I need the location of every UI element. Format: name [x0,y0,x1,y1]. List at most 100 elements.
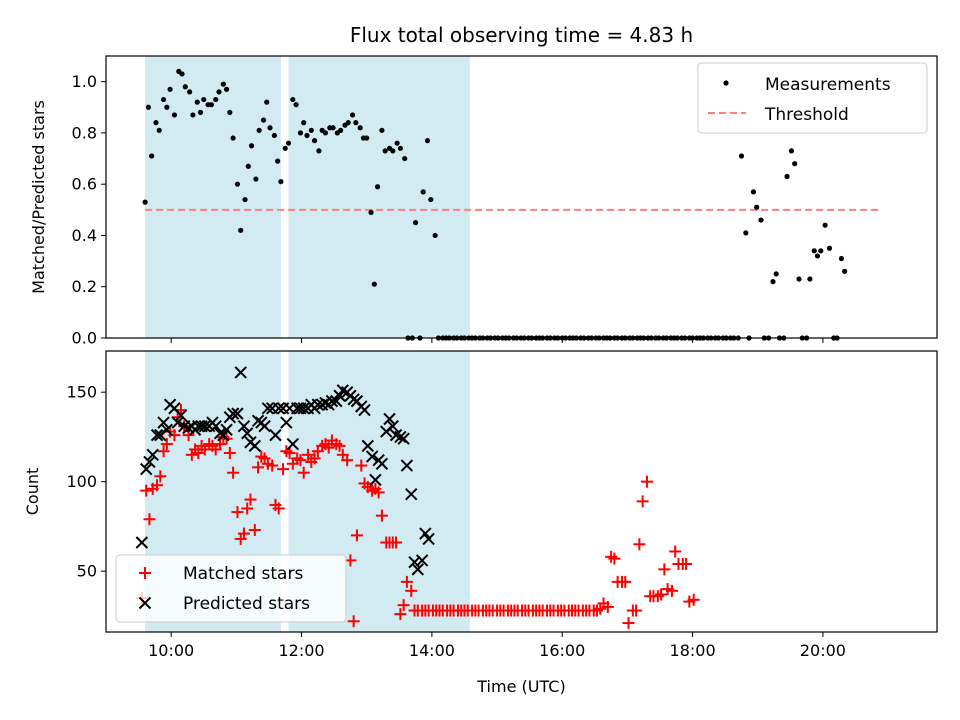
measurement-point [364,135,370,141]
marker-stroke [422,532,435,546]
measurement-point [223,86,230,92]
measurement-point [227,109,233,115]
predicted-point [272,402,285,415]
x-tick-label: 10:00 [148,641,194,660]
y-axis-label-count: Count [23,468,42,516]
legend-label-threshold: Threshold [764,105,849,125]
legend-marker-measurements [723,80,729,86]
predicted-point [397,432,410,445]
marker-stroke [358,403,371,417]
measurement-point [412,220,419,226]
matched-point [390,536,403,549]
measurement-point [304,132,310,139]
marker-stroke [150,428,164,442]
matched-point [231,506,244,519]
measurement-point [153,120,159,126]
measurement-point [201,96,207,103]
predicted-point [365,450,379,463]
measurement-point [278,179,284,185]
x-tick-label: 12:00 [278,641,324,660]
measurement-point [234,181,241,187]
marker-stroke [234,366,247,379]
measurement-point [156,127,162,133]
measurement-point [285,140,292,146]
measurement-point [220,81,226,87]
matched-point [347,615,360,628]
measurement-point [770,279,776,285]
matched-point [154,470,167,483]
matched-point [619,575,632,588]
observing-window [288,56,470,338]
marker-stroke [386,419,399,433]
legend-label-matched: Matched stars [183,564,303,584]
measurement-point [420,189,426,195]
marker-stroke [213,427,227,440]
predicted-point [258,419,271,433]
predicted-point [213,427,227,440]
matched-point [333,439,346,452]
measurement-point [784,173,790,180]
measurement-point [814,253,821,259]
measurement-point [213,96,219,103]
matched-point [294,454,307,467]
measurement-point [382,148,388,154]
measurement-point [750,189,757,195]
predicted-point [157,416,170,429]
matched-point [350,529,363,542]
measurement-point [811,248,817,254]
marker-stroke [171,416,184,429]
predicted-point [150,428,164,442]
legend-label-predicted: Predicted stars [183,594,310,614]
matched-point [633,538,646,551]
marker-stroke [261,402,275,415]
measurement-point [256,127,262,133]
x-tick-label: 16:00 [539,641,585,660]
matched-point [297,466,310,479]
predicted-point [139,462,153,476]
matched-point [140,484,153,497]
count-panel-frame [105,350,938,633]
measurement-point [187,89,193,95]
matched-point [302,448,315,461]
measurement-point [826,245,833,251]
marker-stroke [297,402,310,415]
marker-stroke [397,432,410,445]
marker-stroke [157,416,170,429]
predicted-point [383,412,396,426]
matched-point [248,523,261,536]
legend-marker-predicted [138,596,152,610]
matched-point [341,454,354,467]
marker-stroke [375,457,389,470]
marker-stroke [231,407,244,420]
predicted-point [160,423,174,436]
measurement-point [297,130,304,136]
marker-stroke [408,555,421,569]
measurement-point [371,281,377,287]
matched-point [394,608,407,621]
predicted-point [375,457,389,470]
measurement-point [338,127,344,133]
measurement-point [374,184,381,190]
predicted-point [297,402,310,415]
predicted-point [411,563,424,576]
predicted-point [408,555,421,569]
predicted-point [280,416,293,429]
y-tick-label: 50 [77,562,97,581]
measurement-point [349,112,356,118]
matched-point [266,459,279,472]
matched-point [680,557,693,570]
matched-point [241,502,254,515]
matched-point [277,463,290,476]
measurement-point [149,153,155,159]
matched-point [400,575,413,588]
marker-stroke [220,423,233,436]
ratio-panel: 0.0 0.2 0.4 0.6 0.8 1.0 Flux total observing … [29,23,938,348]
marker-stroke [347,393,360,406]
matched-point [227,466,240,479]
marker-stroke [182,421,195,435]
marker-stroke [415,554,429,567]
measurement-point [275,158,281,164]
predicted-point [358,403,371,417]
matched-point [405,584,418,597]
